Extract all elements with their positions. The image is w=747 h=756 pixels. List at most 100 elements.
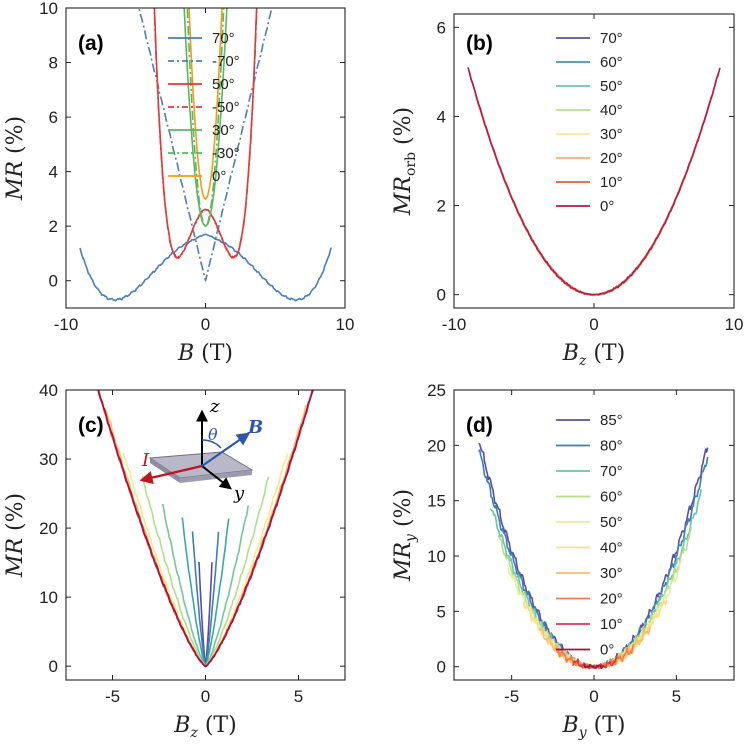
legend-label: 40° [600, 102, 623, 119]
y-tick-label: 4 [49, 163, 58, 182]
plot-frame [453, 389, 735, 681]
plot-frame [65, 389, 346, 681]
x-tick-label: 0 [201, 315, 210, 334]
y-tick-label: 25 [427, 381, 446, 400]
series-line-0 [188, 8, 223, 200]
x-tick-label: 5 [672, 687, 681, 706]
series-group [79, 8, 332, 302]
x-tick-label: 10 [725, 315, 744, 334]
inset-current-label: I [141, 450, 150, 471]
y-axis-label: MR (%) [3, 116, 28, 201]
y-tick-label: 10 [39, 588, 58, 607]
panel-label: (b) [466, 32, 493, 55]
series-line-trace-4 [161, 503, 250, 667]
panel-c: -5 0 5 0 10 20 30 40 (c) Bz (T) MR (%) z y B Iθ [3, 381, 346, 741]
legend-label: 30° [600, 126, 623, 143]
y-tick-label: 20 [39, 519, 58, 538]
legend: 85° 80° 70° 60° 50° 40° 30° 20° 10° 0° [556, 412, 623, 659]
series-group [467, 67, 721, 296]
legend-label: 50° [212, 76, 235, 93]
y-tick-label: 10 [39, 0, 58, 18]
y-tick-label: 0 [437, 286, 446, 305]
inset-angle-label: θ [208, 425, 218, 444]
legend-label: 10° [600, 174, 623, 191]
x-tick-label: 0 [201, 687, 210, 706]
legend-label: 0° [600, 198, 614, 215]
series-line-trace-9 [97, 390, 314, 667]
panel-b: -10 0 10 0 2 4 6 (b) Bz (T) MRorb (%) 70° 60° 50° 40°… [391, 13, 744, 369]
panel-label: (a) [78, 32, 104, 55]
series-line--70 [138, 8, 273, 282]
plot-frame [65, 7, 346, 309]
legend-label: 70° [600, 463, 623, 480]
series-line-trace-7 [104, 404, 307, 668]
y-tick-label: 6 [437, 18, 446, 37]
y-tick-label: 0 [49, 657, 58, 676]
panel-a: -10 0 10 0 2 4 6 8 10 (a) B (T) MR (%) 70° -70° 50° -50… [3, 0, 354, 366]
legend-label: 85° [600, 412, 623, 429]
y-tick-label: 6 [49, 108, 58, 127]
series-group [97, 390, 315, 668]
series-line--30 [186, 8, 225, 228]
y-axis-label: MRorb (%) [391, 107, 419, 216]
x-axis-label: Bz (T) [173, 713, 236, 741]
geometry-inset: z y B Iθ [139, 396, 263, 504]
series-line-0 [467, 67, 721, 296]
legend-label: -70° [212, 53, 240, 70]
legend-label: 70° [600, 30, 623, 47]
x-tick-label: 0 [589, 687, 598, 706]
series-line-trace-8 [97, 390, 314, 667]
y-tick-label: 30 [39, 450, 58, 469]
legend: 70° 60° 50° 40° 30° 20° 10° 0° [556, 30, 623, 215]
legend-label: 50° [600, 514, 623, 531]
legend-label: 10° [600, 616, 623, 633]
y-tick-label: 40 [39, 381, 58, 400]
legend-label: 70° [212, 30, 235, 47]
y-tick-label: 8 [49, 54, 58, 73]
y-tick-label: 2 [49, 217, 58, 236]
legend-label: 0° [212, 168, 226, 185]
legend-label: 60° [600, 489, 623, 506]
sample-edge [150, 458, 180, 483]
panel-label: (c) [78, 414, 104, 437]
legend-label: 30° [600, 565, 623, 582]
x-tick-label: -10 [54, 315, 79, 334]
legend-label: 30° [212, 122, 235, 139]
x-tick-label: 0 [589, 315, 598, 334]
y-axis-label: MR (%) [3, 493, 28, 578]
series-group [478, 442, 709, 670]
series-line--50 [153, 8, 258, 259]
panel-d: -5 0 5 0 5 10 15 20 25 (d) By (T) MRy (%) 85° 80° 70° 6… [391, 381, 735, 741]
x-tick-label: -5 [105, 687, 120, 706]
field-arrow [201, 432, 251, 467]
series-line-70 [79, 233, 332, 302]
inset-field-label: B [247, 417, 263, 438]
legend-label: 40° [600, 540, 623, 557]
series-line-20 [555, 643, 635, 670]
y-axis-label: MRy (%) [391, 489, 419, 582]
x-axis-label: B (T) [177, 341, 233, 366]
y-tick-label: 5 [437, 602, 446, 621]
panel-label: (d) [466, 414, 493, 437]
series-line-30 [183, 8, 228, 227]
legend-label: 20° [600, 150, 623, 167]
y-axis-arrow [201, 465, 232, 490]
y-tick-label: 0 [49, 272, 58, 291]
series-line-30 [538, 626, 651, 670]
current-arrow [139, 464, 203, 485]
x-tick-label: -10 [442, 315, 467, 334]
legend-label: -50° [212, 99, 240, 116]
x-tick-label: -5 [504, 687, 519, 706]
angle-arc [201, 439, 222, 449]
legend-label: -30° [212, 145, 240, 162]
y-tick-label: 15 [427, 492, 446, 511]
series-line-trace-6 [122, 452, 289, 668]
legend: 70° -70° 50° -50° 30° -30° 0° [168, 30, 240, 185]
x-tick-label: 5 [294, 687, 303, 706]
legend-label: 80° [600, 438, 623, 455]
y-tick-label: 2 [437, 197, 446, 216]
series-line-trace-10 [97, 390, 315, 668]
inset-z-label: z [209, 396, 220, 417]
x-axis-label: Bz (T) [562, 341, 625, 369]
